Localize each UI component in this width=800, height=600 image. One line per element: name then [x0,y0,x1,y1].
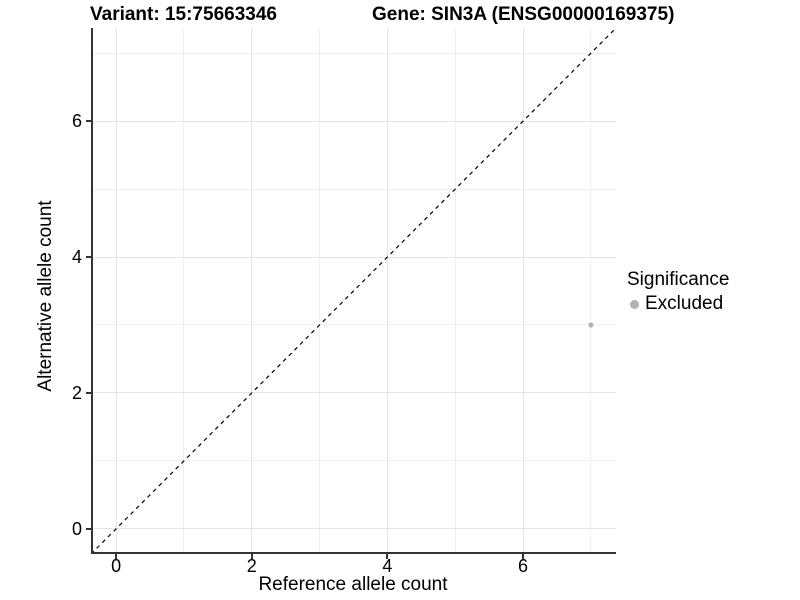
y-minor-gridline [91,52,616,54]
y-major-gridline [91,528,616,530]
variant-title: Variant: 15:75663346 [90,4,277,25]
legend-entry-excluded: Excluded [627,293,729,315]
plot-overlay [91,28,616,554]
y-major-gridline [91,392,616,394]
y-axis-tick [86,527,91,530]
y-axis-title: Alternative allele count [35,200,56,392]
x-axis-tick [386,554,389,559]
y-axis-tick [86,391,91,394]
identity-line [91,28,616,554]
x-major-gridline [115,28,117,554]
legend-title: Significance [627,269,730,290]
x-major-gridline [386,28,388,554]
x-axis-tick [522,554,525,559]
data-point-excluded [588,322,594,328]
x-tick-label: 0 [111,556,122,576]
x-axis-tick [250,554,253,559]
y-tick-label: 0 [71,518,82,539]
y-tick-label: 2 [71,382,82,403]
gene-title: Gene: SIN3A (ENSG00000169375) [372,4,675,25]
x-tick-label: 4 [382,556,393,576]
y-axis-tick [86,120,91,123]
y-minor-gridline [91,460,616,462]
y-minor-gridline [91,188,616,190]
y-axis-line [91,28,93,554]
x-axis-tick [115,554,118,559]
x-tick-label: 6 [518,556,529,576]
x-minor-gridline [590,28,592,554]
y-major-gridline [91,120,616,122]
plot-panel [91,28,616,554]
x-minor-gridline [454,28,456,554]
excluded-point-icon [630,299,639,309]
x-tick-label: 2 [246,556,257,576]
legend-entry-label: Excluded [645,293,724,314]
y-tick-label: 4 [71,247,82,268]
x-axis-line [91,552,616,554]
y-axis-tick [86,256,91,259]
x-minor-gridline [319,28,321,554]
x-major-gridline [251,28,253,554]
x-axis-title: Reference allele count [258,574,448,595]
x-major-gridline [522,28,524,554]
y-minor-gridline [91,324,616,326]
x-minor-gridline [183,28,185,554]
legend: Significance Excluded [627,269,729,315]
y-tick-label: 6 [71,111,82,132]
y-major-gridline [91,256,616,258]
